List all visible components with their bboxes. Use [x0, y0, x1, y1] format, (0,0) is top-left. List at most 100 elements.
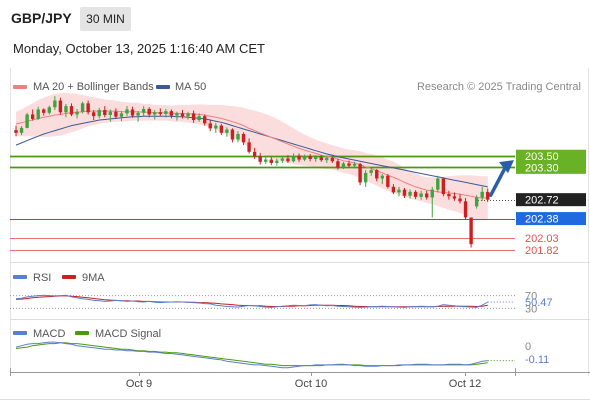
- macd-tick-label: -0.11: [525, 354, 549, 366]
- candle-body: [214, 125, 218, 129]
- candlesticks: [14, 96, 490, 248]
- rsi-ma-legend-label: 9MA: [82, 272, 105, 284]
- candle-body: [380, 175, 384, 179]
- rsi-tick-label: 50.47: [525, 297, 553, 309]
- candle-body: [474, 197, 479, 207]
- time-tick-label: Oct 12: [449, 378, 481, 390]
- candle-body: [336, 161, 340, 168]
- candle-body: [169, 111, 174, 116]
- macd-legend-label: MACD: [33, 328, 65, 340]
- price-level-lines: [10, 155, 515, 251]
- candle-body: [397, 189, 401, 193]
- bollinger-fill: [16, 92, 488, 220]
- resistance-label-1: 203.30: [525, 162, 559, 174]
- ma50-legend-label: MA 50: [175, 81, 206, 93]
- candle-body: [330, 157, 335, 162]
- candle-body: [58, 100, 63, 113]
- symbol-title: GBP/JPY: [11, 10, 72, 26]
- chart-datetime: Monday, October 13, 2025 1:16:40 AM CET: [13, 41, 265, 56]
- candle-body: [103, 110, 107, 116]
- candle-body: [341, 163, 346, 168]
- resistance-label-bg-0: [516, 149, 586, 163]
- candle-body: [486, 191, 490, 200]
- candle-body: [125, 109, 129, 114]
- candle-body: [208, 123, 212, 129]
- candle-body: [164, 111, 168, 114]
- candle-body: [186, 113, 190, 117]
- candle-body: [75, 111, 79, 115]
- last-label-bg: [516, 193, 586, 207]
- candle-body: [369, 170, 373, 173]
- macd-tick-label: 0: [525, 341, 531, 353]
- candle-body: [413, 191, 418, 197]
- candle-body: [269, 159, 273, 163]
- candle-body: [147, 108, 151, 115]
- candle-body: [347, 163, 351, 166]
- candle-body: [47, 107, 51, 113]
- rsi-ma-legend-swatch: [62, 275, 76, 279]
- candle-body: [436, 178, 440, 190]
- resistance-label-0: 203.50: [525, 151, 559, 163]
- candle-body: [14, 130, 18, 133]
- candle-body: [30, 114, 35, 119]
- pivot-label-bg: [516, 212, 586, 226]
- candle-body: [358, 164, 362, 183]
- macd-panel: 0-0.11: [15, 341, 549, 369]
- candle-body: [136, 112, 140, 116]
- candle-body: [252, 151, 257, 157]
- time-axis: Oct 9 Oct 10 Oct 12: [10, 368, 516, 390]
- forecast-arrow-head: [499, 160, 514, 174]
- candle-body: [363, 172, 368, 183]
- candle-body: [80, 103, 85, 112]
- candle-body: [36, 109, 40, 119]
- candle-body: [297, 155, 301, 160]
- candle-body: [302, 156, 307, 160]
- resistance-label-bg-1: [516, 160, 586, 174]
- ma20-legend-swatch: [13, 85, 27, 89]
- candle-body: [308, 156, 312, 160]
- last-label-2: 202.72: [525, 195, 559, 207]
- candle-body: [69, 106, 74, 115]
- rsi-tick-label: 30: [525, 303, 537, 315]
- candle-body: [19, 127, 24, 133]
- ma20-legend-label: MA 20 + Bollinger Bands: [33, 81, 154, 93]
- time-tick-label: Oct 9: [126, 378, 152, 390]
- candle-body: [425, 193, 429, 198]
- candle-body: [447, 194, 451, 197]
- candle-body: [280, 158, 285, 161]
- candle-body: [286, 158, 290, 162]
- candle-body: [153, 112, 157, 115]
- candle-body: [352, 164, 357, 166]
- candle-body: [386, 175, 390, 187]
- candle-body: [225, 129, 229, 133]
- forecast-arrow: [489, 160, 514, 197]
- candle-body: [375, 170, 379, 179]
- macd-signal-legend-swatch: [75, 331, 89, 335]
- candle-body: [191, 113, 196, 121]
- candle-body: [452, 196, 457, 199]
- forecast-arrow-shaft: [489, 164, 508, 197]
- candle-body: [408, 191, 412, 196]
- candle-body: [314, 157, 318, 160]
- candle-body: [64, 106, 68, 113]
- candle-body: [180, 113, 185, 117]
- copyright-notice: Research © 2025 Trading Central: [417, 81, 581, 93]
- rsi-legend-label: RSI: [33, 272, 51, 284]
- candle-body: [175, 113, 179, 116]
- candle-body: [108, 111, 113, 116]
- candle-body: [203, 116, 207, 124]
- bollinger-band: [16, 92, 488, 220]
- candle-body: [430, 189, 434, 198]
- candle-body: [42, 109, 46, 113]
- timeframe-button[interactable]: 30 MIN: [80, 7, 131, 31]
- candle-body: [458, 198, 462, 202]
- candle-body: [247, 142, 251, 152]
- candle-body: [53, 100, 57, 108]
- candle-body: [86, 103, 90, 113]
- rsi-tick-label: 70: [525, 291, 537, 303]
- time-tick-label: Oct 10: [295, 378, 327, 390]
- candle-body: [158, 112, 162, 114]
